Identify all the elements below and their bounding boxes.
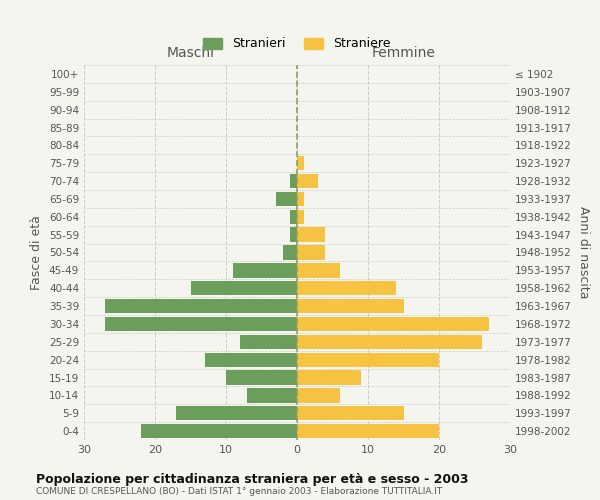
Text: Femmine: Femmine [371,46,436,60]
Bar [297,424,439,438]
Bar [297,352,439,367]
Bar [297,406,404,420]
Bar [297,370,361,384]
Bar [240,334,297,349]
Bar [297,192,304,206]
Bar [106,299,297,313]
Bar [290,210,297,224]
Y-axis label: Fasce di età: Fasce di età [31,215,43,290]
Bar [297,299,404,313]
Bar [226,370,297,384]
Bar [290,228,297,242]
Bar [106,317,297,331]
Y-axis label: Anni di nascita: Anni di nascita [577,206,590,298]
Text: Maschi: Maschi [167,46,215,60]
Bar [290,174,297,188]
Bar [297,281,397,295]
Bar [297,263,340,278]
Bar [233,263,297,278]
Bar [283,246,297,260]
Bar [191,281,297,295]
Legend: Stranieri, Straniere: Stranieri, Straniere [200,34,394,54]
Bar [297,246,325,260]
Text: Popolazione per cittadinanza straniera per età e sesso - 2003: Popolazione per cittadinanza straniera p… [36,472,469,486]
Bar [176,406,297,420]
Bar [297,388,340,402]
Bar [297,228,325,242]
Bar [297,174,319,188]
Bar [276,192,297,206]
Bar [297,210,304,224]
Bar [297,317,488,331]
Bar [247,388,297,402]
Bar [297,156,304,170]
Bar [297,334,482,349]
Text: COMUNE DI CRESPELLANO (BO) - Dati ISTAT 1° gennaio 2003 - Elaborazione TUTTITALI: COMUNE DI CRESPELLANO (BO) - Dati ISTAT … [36,488,442,496]
Bar [205,352,297,367]
Bar [141,424,297,438]
